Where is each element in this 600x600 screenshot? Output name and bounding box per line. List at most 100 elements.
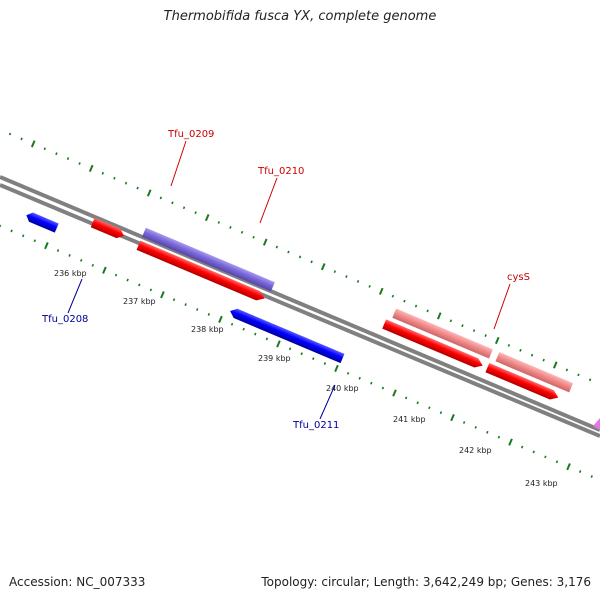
- major-tick: [508, 438, 513, 446]
- minor-tick: [565, 368, 569, 372]
- tick-label: 242 kbp: [459, 446, 492, 455]
- minor-tick: [113, 176, 116, 180]
- minor-tick: [114, 273, 118, 277]
- minor-tick: [242, 327, 245, 331]
- minor-tick: [474, 425, 477, 429]
- minor-tick: [577, 373, 580, 377]
- leader-line: [319, 384, 336, 420]
- major-tick: [436, 312, 442, 320]
- minor-tick: [287, 250, 290, 254]
- minor-tick: [184, 303, 187, 307]
- minor-tick: [20, 137, 23, 141]
- minor-tick: [300, 352, 303, 356]
- minor-tick: [55, 152, 58, 156]
- minor-tick: [323, 362, 327, 365]
- minor-tick: [381, 386, 385, 390]
- major-tick: [378, 287, 384, 295]
- minor-tick: [33, 239, 37, 243]
- major-tick: [566, 463, 571, 471]
- minor-tick: [333, 270, 337, 274]
- minor-tick: [414, 304, 418, 308]
- tick-label: 240 kbp: [326, 384, 359, 393]
- major-tick: [392, 389, 397, 397]
- cds-feature-reverse-blue[interactable]: [228, 306, 345, 364]
- cds-feature-tfu0210-upper[interactable]: [141, 227, 275, 292]
- minor-tick: [136, 186, 139, 190]
- cds-feature-tfu0209[interactable]: [90, 218, 126, 240]
- cds-feature-small-blue[interactable]: [24, 211, 59, 233]
- gene-label-group-tfu0211: Tfu_0211: [292, 384, 339, 431]
- major-tick: [88, 164, 94, 173]
- minor-tick: [346, 371, 350, 375]
- major-tick: [552, 361, 558, 369]
- minor-tick: [507, 343, 511, 347]
- minor-tick: [196, 308, 199, 311]
- major-tick: [494, 336, 500, 345]
- minor-tick: [159, 196, 163, 200]
- minor-tick: [370, 381, 373, 385]
- cds-feature-edge-arrow[interactable]: [593, 418, 600, 430]
- major-tick: [450, 413, 455, 422]
- minor-tick: [207, 312, 211, 316]
- major-tick: [146, 189, 152, 197]
- gene-label-tfu0209[interactable]: Tfu_0209: [167, 129, 214, 140]
- minor-tick: [66, 157, 70, 160]
- tick-label: 237 kbp: [123, 297, 156, 306]
- minor-tick: [426, 309, 429, 313]
- minor-tick: [126, 278, 129, 282]
- minor-tick: [138, 283, 141, 287]
- minor-tick: [288, 347, 292, 351]
- minor-tick: [91, 263, 95, 267]
- cds-feature-cysS-upper[interactable]: [392, 308, 493, 359]
- accession-label: Accession: NC_007333: [9, 575, 146, 589]
- minor-tick: [101, 171, 105, 175]
- tick-label: 239 kbp: [258, 354, 291, 363]
- minor-tick: [439, 411, 443, 415]
- minor-tick: [172, 298, 176, 302]
- major-tick: [30, 140, 36, 148]
- gene-label-tfu0208[interactable]: Tfu_0208: [41, 314, 88, 325]
- minor-tick: [472, 329, 476, 333]
- minor-tick: [56, 249, 60, 252]
- leader-line: [493, 283, 511, 330]
- minor-tick: [428, 406, 431, 410]
- minor-tick: [449, 319, 453, 323]
- minor-tick: [532, 450, 535, 454]
- minor-tick: [520, 445, 524, 449]
- tick-labels: 236 kbp 237 kbp 238 kbp 239 kbp 240 kbp …: [54, 269, 558, 488]
- minor-tick: [578, 470, 582, 474]
- inner-scale-ring: [0, 224, 593, 478]
- minor-tick: [544, 455, 547, 459]
- leader-line: [67, 278, 83, 314]
- major-tick: [276, 340, 281, 348]
- minor-tick: [43, 147, 47, 151]
- minor-tick: [484, 334, 487, 337]
- minor-tick: [252, 235, 255, 239]
- minor-tick: [149, 288, 153, 292]
- leader-line: [259, 177, 278, 224]
- minor-tick: [229, 225, 232, 229]
- minor-tick: [542, 358, 545, 362]
- map-title: Thermobifida fusca YX, complete genome: [163, 9, 437, 24]
- gene-label-cysS[interactable]: cysS: [507, 272, 530, 283]
- minor-tick: [368, 284, 371, 288]
- cds-feature-right-red[interactable]: [485, 363, 560, 402]
- minor-tick: [80, 258, 83, 262]
- cds-feature-right-pink[interactable]: [495, 352, 574, 393]
- cds-feature-tfu0210[interactable]: [136, 240, 267, 304]
- tick-label: 238 kbp: [191, 325, 224, 334]
- minor-tick: [486, 430, 489, 434]
- minor-tick: [68, 254, 71, 257]
- minor-tick: [358, 376, 361, 380]
- minor-tick: [22, 234, 25, 238]
- cds-feature-cysS[interactable]: [382, 319, 484, 370]
- minor-tick: [404, 396, 408, 400]
- minor-tick: [310, 260, 313, 264]
- gene-label-group-tfu0208: Tfu_0208: [41, 278, 88, 325]
- minor-tick: [530, 353, 534, 357]
- gene-label-group-cysS: cysS: [493, 272, 530, 330]
- gene-label-tfu0210[interactable]: Tfu_0210: [257, 166, 304, 177]
- outer-scale-ring: [8, 132, 592, 382]
- gene-label-tfu0211[interactable]: Tfu_0211: [292, 420, 339, 431]
- minor-tick: [171, 201, 174, 205]
